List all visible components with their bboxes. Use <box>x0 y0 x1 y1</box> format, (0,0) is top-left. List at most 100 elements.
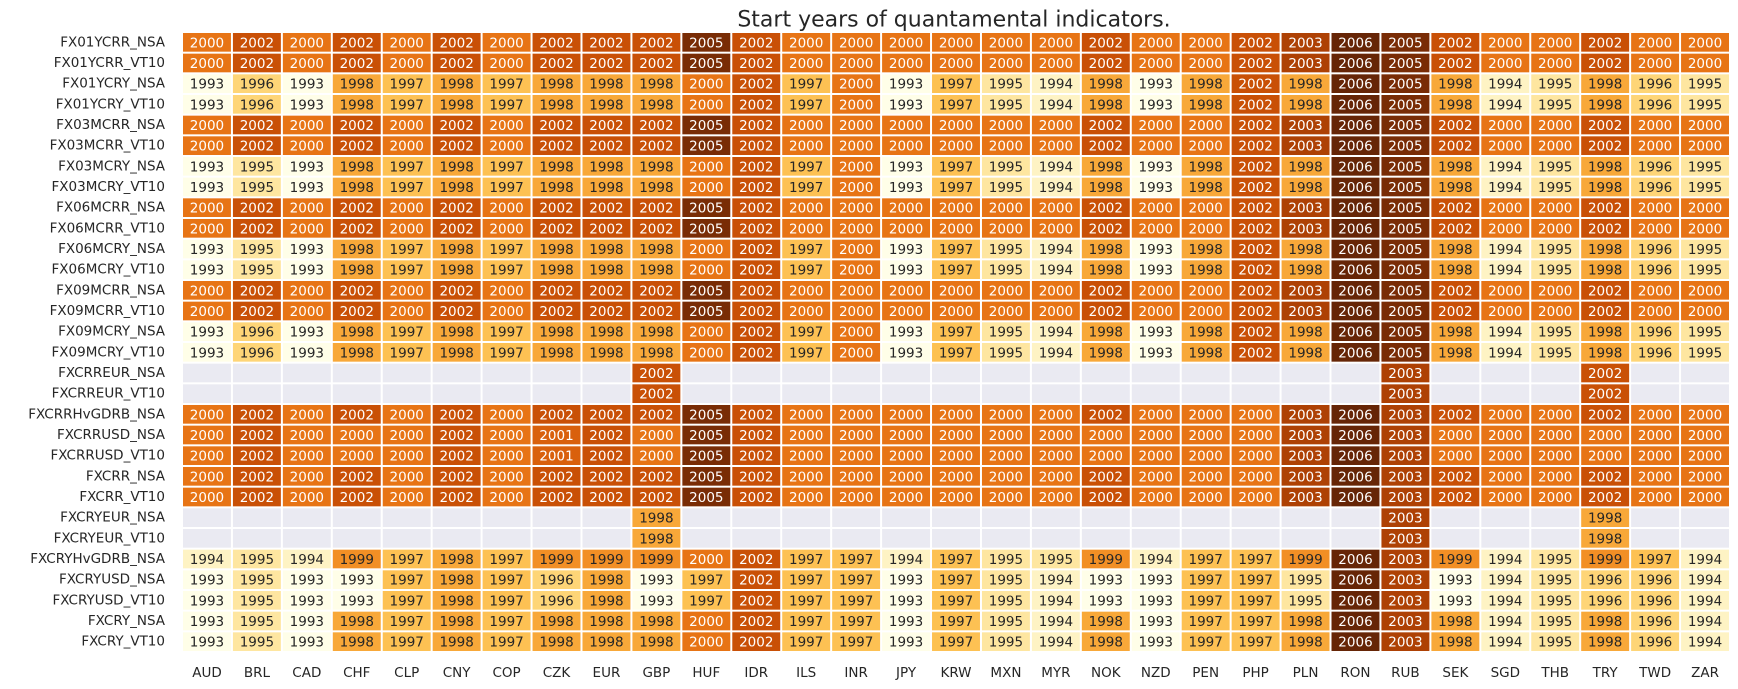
cell-value-label: 2005 <box>689 304 723 320</box>
cell-value-label: 2000 <box>190 407 224 423</box>
heatmap-cell <box>1531 529 1580 548</box>
cell-value-label: 2002 <box>589 304 623 320</box>
cell-value-label: 2000 <box>390 35 424 51</box>
heatmap-cell <box>782 343 831 362</box>
cell-value-label: 2000 <box>290 469 324 485</box>
cell-value-label: 2005 <box>689 221 723 237</box>
column-label: PEN <box>1192 665 1219 681</box>
cell-value-label: 1995 <box>989 614 1023 630</box>
heatmap-cell <box>382 260 431 279</box>
row-label: FX03MCRY_VT10 <box>52 179 165 195</box>
cell-value-label: 1993 <box>889 77 923 93</box>
cell-value-label: 2000 <box>1139 304 1173 320</box>
heatmap-cell <box>1331 632 1380 651</box>
heatmap-cell <box>232 405 281 424</box>
cell-value-label: 1997 <box>939 242 973 258</box>
cell-value-label: 2000 <box>340 428 374 444</box>
heatmap-cell <box>332 239 381 259</box>
heatmap-cell <box>1331 53 1380 73</box>
heatmap-cell <box>1481 177 1530 197</box>
row-label: FX09MCRR_NSA <box>56 282 166 298</box>
heatmap-cell <box>1581 281 1630 300</box>
cell-value-label: 2000 <box>290 35 324 51</box>
heatmap-cell <box>1581 425 1630 445</box>
heatmap-cell <box>1531 591 1580 610</box>
cell-value-label: 2000 <box>1188 283 1222 299</box>
heatmap-cell <box>1181 281 1230 300</box>
heatmap-cell <box>1681 260 1729 279</box>
row-label: FX09MCRY_NSA <box>58 324 166 340</box>
heatmap-cell <box>1231 198 1280 217</box>
cell-value-label: 1993 <box>639 573 673 589</box>
cell-value-label: 1998 <box>1588 97 1622 113</box>
heatmap-cell <box>1431 570 1480 589</box>
cell-value-label: 1993 <box>1139 635 1173 651</box>
heatmap-cell <box>1031 363 1080 383</box>
cell-value-label: 2000 <box>789 139 823 155</box>
heatmap-cell <box>1281 177 1330 197</box>
cell-value-label: 2002 <box>240 56 274 72</box>
cell-value-label: 2003 <box>1288 428 1322 444</box>
heatmap-cell <box>1281 570 1330 589</box>
heatmap-cell <box>882 384 931 403</box>
heatmap-cell <box>981 198 1030 217</box>
cell-value-label: 1995 <box>989 573 1023 589</box>
cell-value-label: 1997 <box>789 242 823 258</box>
cell-value-label: 1993 <box>340 593 374 609</box>
heatmap-cell <box>1081 198 1130 217</box>
heatmap-cell <box>1431 549 1480 569</box>
cell-value-label: 2006 <box>1338 345 1372 361</box>
cell-value-label: 1996 <box>1588 593 1622 609</box>
cell-value-label: 1998 <box>1188 180 1222 196</box>
heatmap-cell <box>682 322 731 341</box>
cell-value-label: 2002 <box>240 283 274 299</box>
heatmap-cell <box>981 529 1030 548</box>
cell-value-label: 1998 <box>439 263 473 279</box>
cell-value-label: 2005 <box>1388 56 1422 72</box>
heatmap-cell <box>1381 425 1430 445</box>
heatmap-cell <box>1631 281 1680 300</box>
row-label: FX09MCRR_VT10 <box>50 303 165 319</box>
heatmap-cell <box>532 508 581 527</box>
heatmap-cell <box>732 467 781 486</box>
cell-value-label: 2002 <box>589 139 623 155</box>
heatmap-cell <box>882 405 931 424</box>
heatmap-cell <box>1531 343 1580 362</box>
cell-value-label: 2002 <box>589 221 623 237</box>
heatmap-cell <box>981 281 1030 300</box>
cell-value-label: 2000 <box>1638 407 1672 423</box>
heatmap-cell <box>1131 529 1180 548</box>
heatmap-cell <box>1681 198 1729 217</box>
heatmap-cell <box>1381 570 1430 589</box>
cell-value-label: 2005 <box>1388 180 1422 196</box>
heatmap-cell <box>1131 281 1180 300</box>
heatmap-cell <box>1181 322 1230 341</box>
heatmap-cell <box>1381 591 1430 610</box>
cell-value-label: 1997 <box>789 180 823 196</box>
cell-value-label: 2002 <box>739 263 773 279</box>
heatmap-cell <box>1231 487 1280 507</box>
column-label: BRL <box>244 665 271 681</box>
heatmap-cell <box>382 508 431 527</box>
cell-value-label: 1998 <box>1188 159 1222 175</box>
heatmap-cell <box>1631 322 1680 341</box>
cell-value-label: 1997 <box>789 614 823 630</box>
heatmap-cell <box>1581 157 1630 176</box>
cell-value-label: 2005 <box>689 428 723 444</box>
heatmap-cell <box>1031 53 1080 73</box>
heatmap-cell <box>232 239 281 259</box>
cell-value-label: 2000 <box>889 449 923 465</box>
heatmap-cell <box>482 219 531 238</box>
heatmap-cell <box>882 529 931 548</box>
heatmap-cell <box>1131 33 1180 52</box>
cell-value-label: 2000 <box>1488 449 1522 465</box>
cell-value-label: 2006 <box>1338 283 1372 299</box>
heatmap-cell <box>1031 425 1080 445</box>
heatmap-cell <box>632 384 681 403</box>
heatmap-cell <box>682 281 731 300</box>
cell-value-label: 2003 <box>1388 387 1422 403</box>
cell-value-label: 1997 <box>939 77 973 93</box>
heatmap-cell <box>1231 529 1280 548</box>
cell-value-label: 1993 <box>190 242 224 258</box>
cell-value-label: 2000 <box>789 407 823 423</box>
